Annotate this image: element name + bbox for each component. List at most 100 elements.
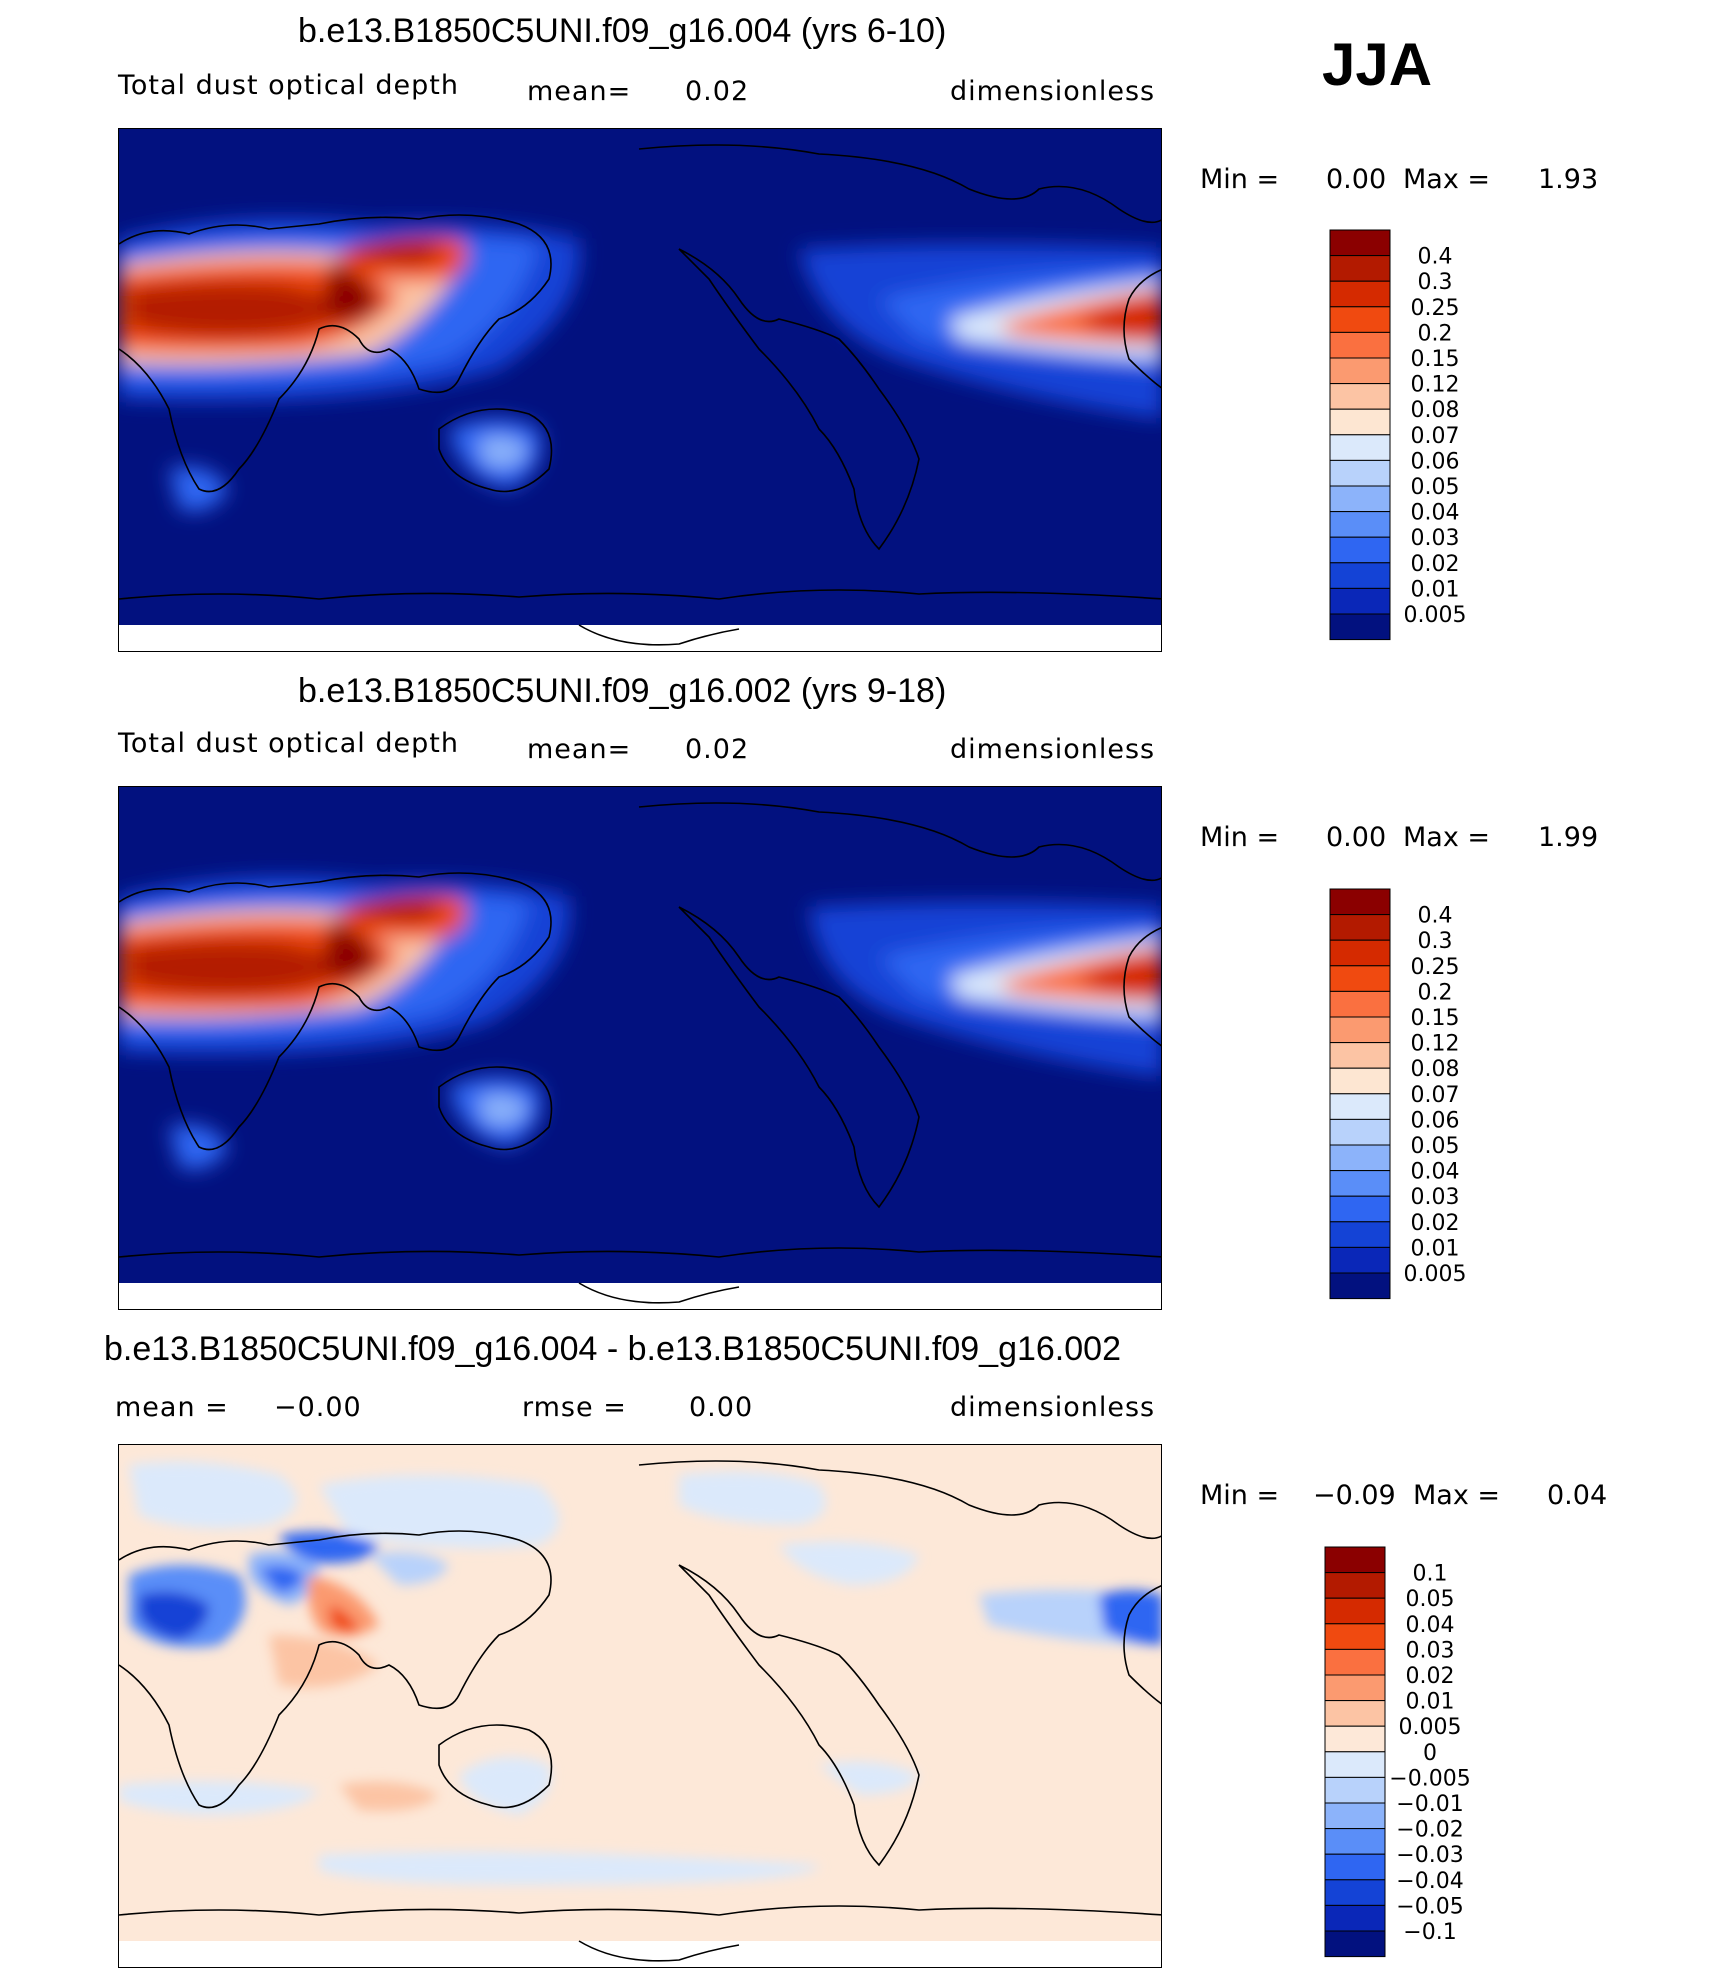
panel3-max-label: Max = [1413,1480,1501,1511]
colorbar-tick-label: −0.1 [1403,1920,1456,1945]
dust-field [119,219,1161,512]
colorbar-swatch [1324,1776,1386,1804]
colorbar-swatch [1329,408,1391,436]
colorbar-swatch [1324,1751,1386,1778]
colorbar-swatch [1329,1093,1391,1120]
colorbar-swatch [1324,1674,1386,1702]
panel3-rmse-label: rmse = [522,1392,627,1423]
colorbar-tick-label: 0.06 [1411,1108,1460,1133]
colorbar-tick-label: 0 [1423,1741,1437,1766]
colorbar-swatch [1324,1879,1386,1906]
colorbar-tick-label: 0.01 [1406,1690,1455,1715]
colorbar-swatch [1324,1648,1386,1676]
colorbar-tick-label: −0.01 [1396,1792,1463,1817]
colorbar-swatch [1329,1067,1391,1095]
panel1-min-value: 0.00 [1326,164,1387,195]
panel3-min-label: Min = [1200,1480,1280,1511]
colorbar-tick-label: 0.4 [1418,904,1453,929]
colorbar-swatch [1329,1246,1391,1274]
colorbar-swatch [1329,306,1391,333]
panel3-mean-label: mean = [115,1392,229,1423]
colorbar-tick-label: 0.05 [1411,475,1460,500]
colorbar-swatch [1329,914,1391,941]
colorbar-tick-label: 0.2 [1418,980,1453,1005]
season-label: JJA [1322,31,1433,98]
colorbar-swatch [1329,1144,1391,1172]
colorbar-swatch [1324,1572,1386,1599]
colorbar-tick-label: 0.25 [1411,296,1460,321]
colorbar-swatch [1324,1930,1386,1958]
colorbar-tick-label: 0.15 [1411,347,1460,372]
colorbar-swatch [1329,990,1391,1018]
colorbar-tick-label: 0.03 [1406,1638,1455,1663]
colorbar-tick-label: −0.02 [1396,1818,1463,1843]
panel2-map-svg [119,787,1161,1304]
colorbar-tick-label: 0.12 [1411,1032,1460,1057]
panel2-map [118,786,1162,1310]
panel1-max-value: 1.93 [1538,164,1599,195]
dust-field [119,877,1161,1170]
colorbar-tick-label: 0.005 [1404,603,1467,628]
colorbar-tick-label: 0.3 [1418,929,1453,954]
colorbar-swatch [1329,965,1391,992]
colorbar-tick-label: 0.04 [1406,1613,1455,1638]
panel2-mean-value: 0.02 [685,734,750,765]
panel2-units: dimensionless [950,734,1156,765]
panel2-title: b.e13.B1850C5UNI.f09_g16.002 (yrs 9-18) [298,672,947,710]
colorbar-swatch [1329,357,1391,385]
colorbar-tick-label: 0.06 [1411,449,1460,474]
colorbar-swatch [1329,511,1391,538]
panel3-min-value: −0.09 [1313,1480,1396,1511]
colorbar-tick-label: 0.03 [1411,1185,1460,1210]
colorbar-tick-label: 0.005 [1404,1262,1467,1287]
colorbar-swatch [1324,1853,1386,1881]
colorbar-svg: 0.10.050.040.030.020.010.0050−0.005−0.01… [1324,1546,1471,1958]
panel1-mean-value: 0.02 [685,76,750,107]
colorbar-swatch [1329,1272,1391,1300]
colorbar-tick-label: 0.05 [1411,1134,1460,1159]
colorbar-svg: 0.40.30.250.20.150.120.080.070.060.050.0… [1329,888,1467,1300]
colorbar-swatch [1329,613,1391,641]
colorbar-svg: 0.40.30.250.20.150.120.080.070.060.050.0… [1329,229,1467,641]
colorbar-tick-label: 0.02 [1411,552,1460,577]
colorbar-swatch [1329,485,1391,513]
panel2-min-value: 0.00 [1326,822,1387,853]
coastlines [119,1460,1161,1962]
colorbar-swatch [1329,888,1391,916]
colorbar-swatch [1329,536,1391,564]
colorbar-swatch [1324,1725,1386,1753]
panel2-colorbar: 0.4 0.3 0.25 0.2 0.15 0.12 0.08 0.07 0.06 0.05 0.0… [1329,888,1509,1305]
colorbar-tick-label: −0.05 [1396,1894,1463,1919]
colorbar-swatch [1329,1195,1391,1223]
colorbar-tick-label: 0.4 [1418,245,1453,270]
colorbar-swatch [1329,255,1391,282]
panel3-title: b.e13.B1850C5UNI.f09_g16.004 - b.e13.B18… [104,1330,1121,1368]
panel2-variable: Total dust optical depth [118,728,459,759]
panel3-colorbar: 0.1 0.05 0.04 0.03 0.02 0.01 0.005 0 −0.005 −0.01… [1324,1546,1504,1963]
colorbar-tick-label: 0.08 [1411,398,1460,423]
colorbar-tick-label: 0.3 [1418,270,1453,295]
panel2-mean-label: mean= [527,734,632,765]
colorbar-swatch [1329,459,1391,487]
colorbar-tick-label: 0.04 [1411,501,1460,526]
colorbar-swatch [1324,1802,1386,1830]
panel2-max-value: 1.99 [1538,822,1599,853]
colorbar-swatch [1324,1828,1386,1855]
colorbar-swatch [1329,1042,1391,1069]
colorbar-tick-label: 0.08 [1411,1057,1460,1082]
colorbar-tick-label: 0.05 [1406,1587,1455,1612]
colorbar-tick-label: 0.1 [1413,1562,1448,1587]
colorbar-tick-label: 0.02 [1406,1664,1455,1689]
panel3-max-value: 0.04 [1547,1480,1608,1511]
panel3-map-svg [119,1445,1161,1962]
colorbar-swatch [1324,1904,1386,1932]
panel1-units: dimensionless [950,76,1156,107]
panel1-variable: Total dust optical depth [118,70,459,101]
colorbar-tick-label: 0.01 [1411,577,1460,602]
colorbar-swatch [1324,1546,1386,1574]
colorbar-tick-label: −0.03 [1396,1843,1463,1868]
colorbar-tick-label: −0.005 [1389,1766,1470,1791]
colorbar-tick-label: 0.04 [1411,1160,1460,1185]
colorbar-swatch [1329,229,1391,257]
colorbar-tick-label: 0.15 [1411,1006,1460,1031]
